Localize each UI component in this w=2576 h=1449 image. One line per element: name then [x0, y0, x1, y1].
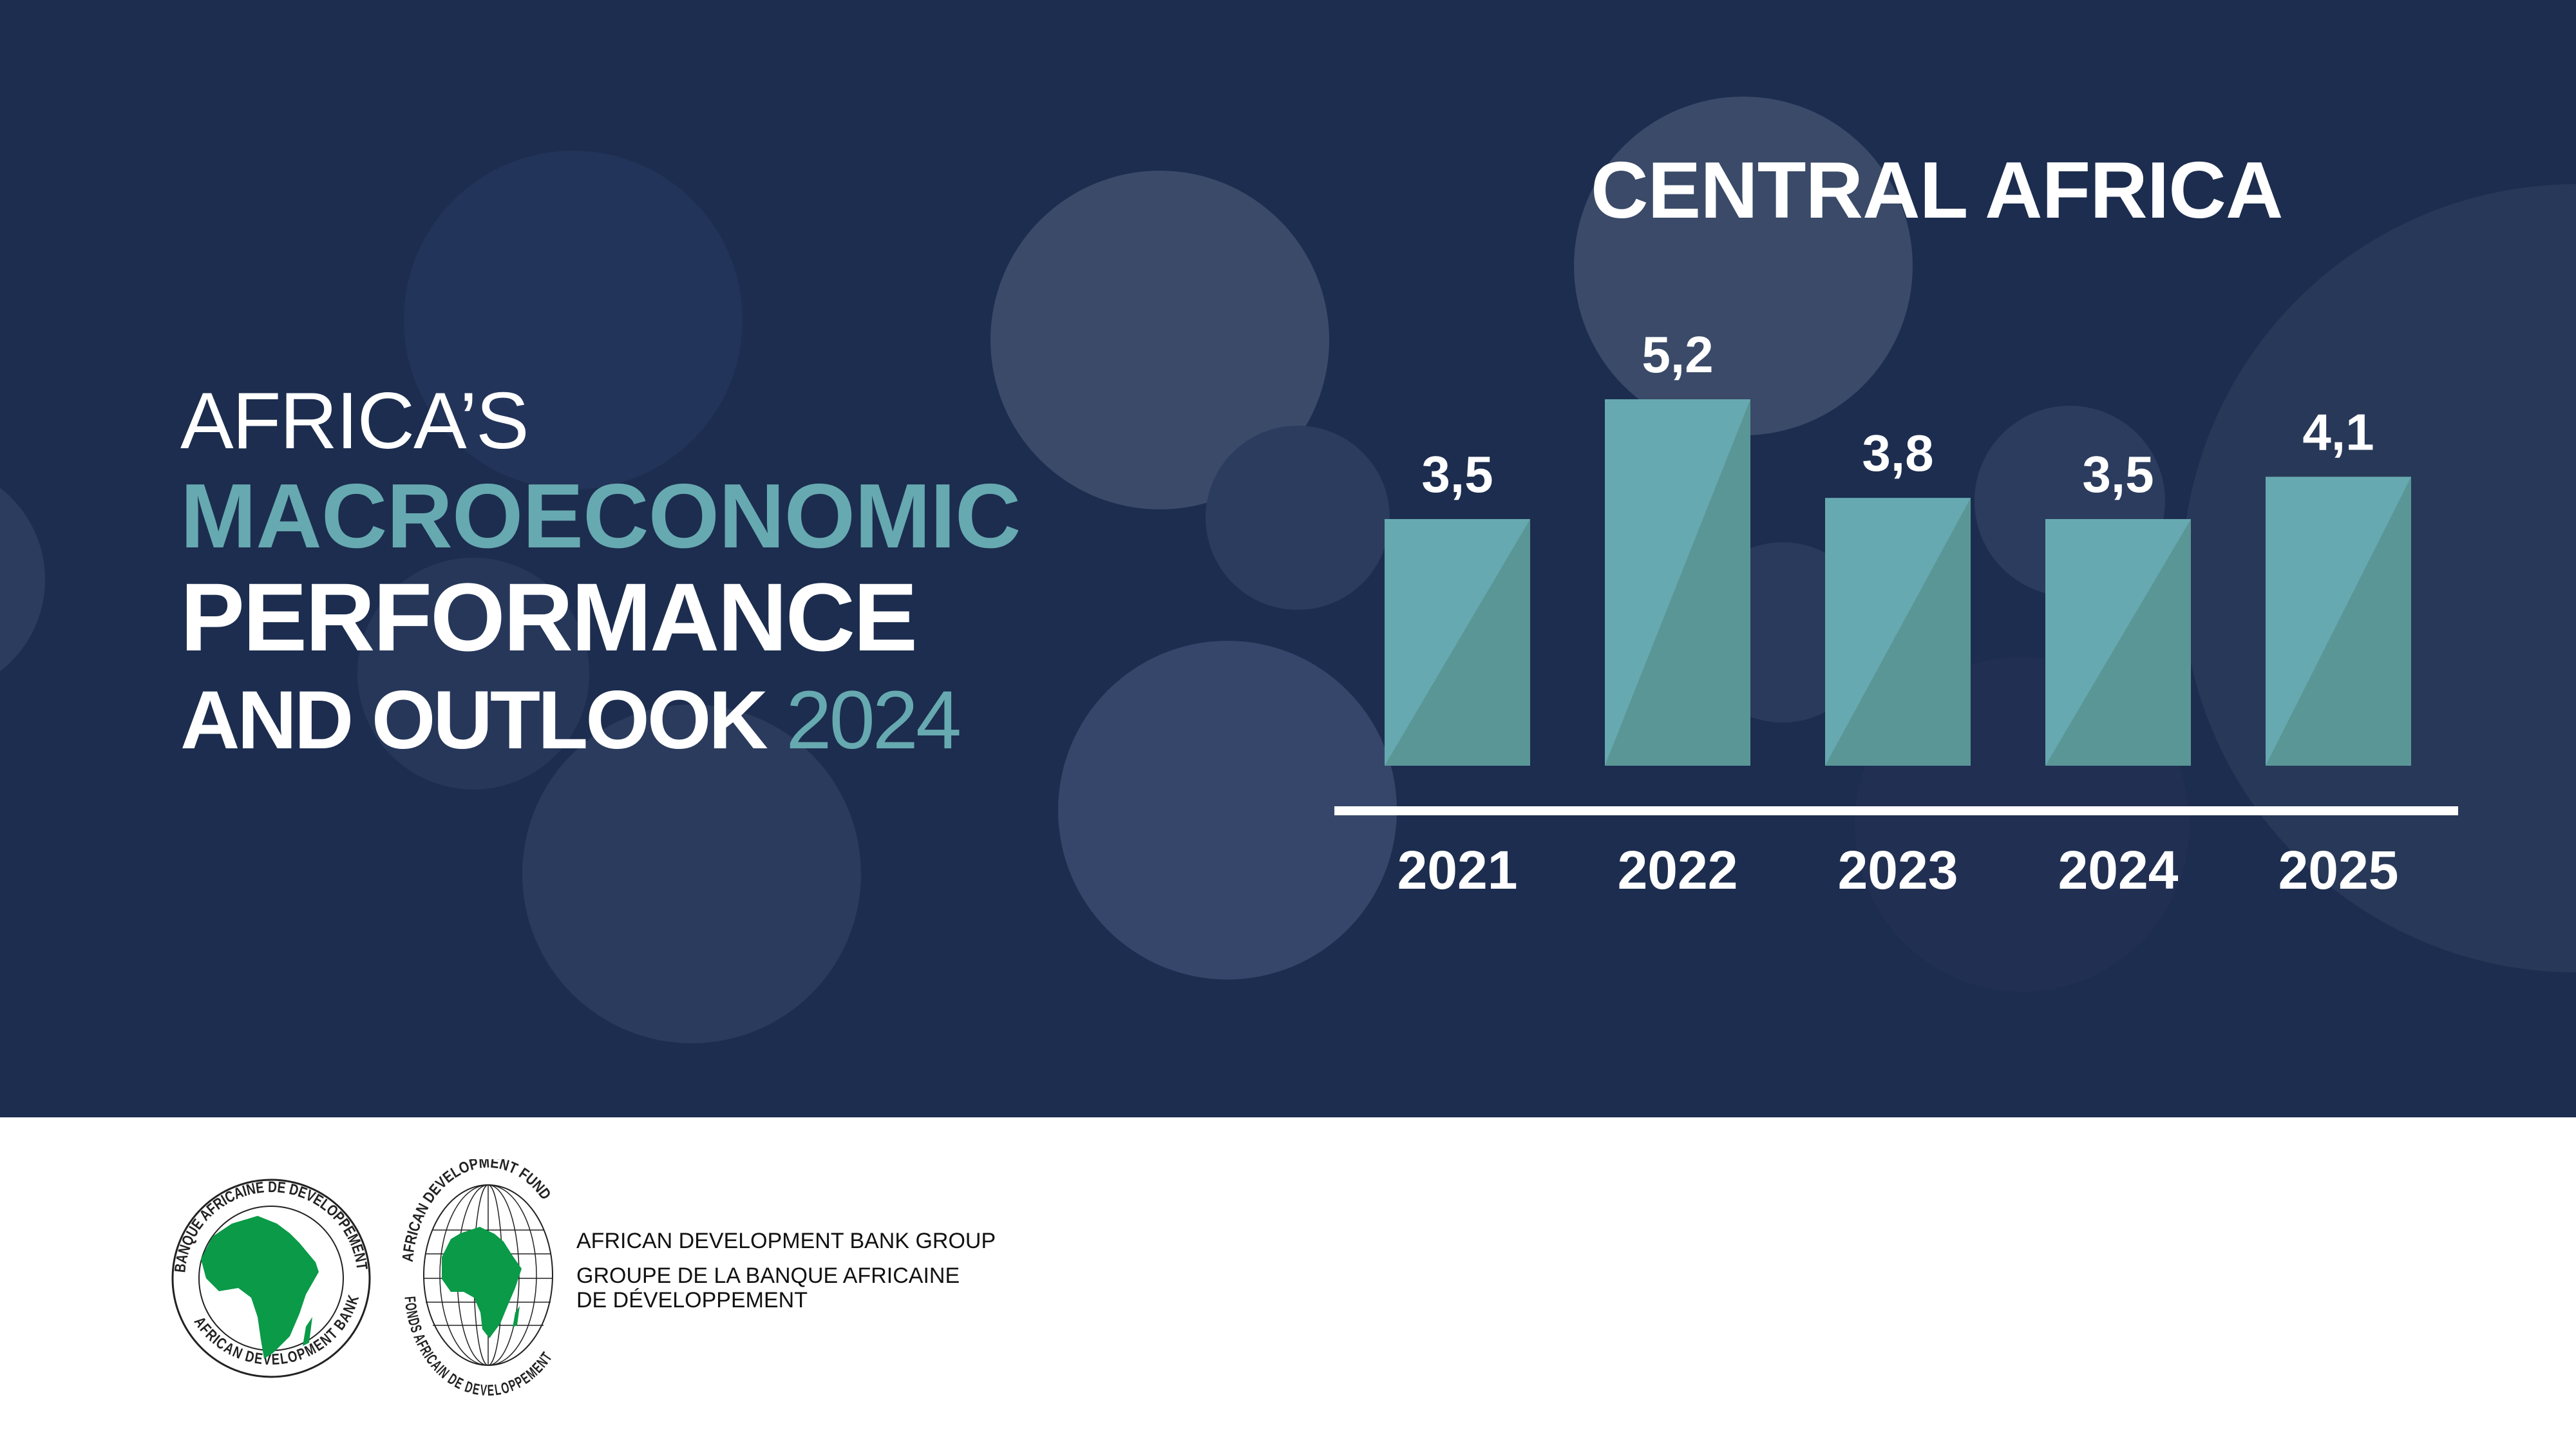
data-label-2022: 5,2 — [1642, 326, 1713, 383]
bar-chart: 3,5 2021 5,2 2022 3,8 2023 3,5 2024 4,1 2025 — [1334, 326, 2458, 900]
bar-highlight-2025 — [2266, 477, 2411, 766]
african-development-bank-logo: BANQUE AFRICAINE DE DEVELOPPEMENT AFRICA… — [171, 1179, 371, 1378]
data-label-2023: 3,8 — [1862, 424, 1933, 482]
bar-highlight-2022 — [1605, 399, 1750, 766]
org-name-fr-2: DE DÉVELOPPEMENT — [576, 1288, 808, 1312]
africa-globe-icon — [442, 1227, 522, 1338]
bar-highlight-2023 — [1825, 498, 1971, 766]
x-tick-label-2021: 2021 — [1397, 840, 1518, 900]
heading-line-3: PERFORMANCE — [180, 563, 918, 671]
logos: BANQUE AFRICAINE DE DEVELOPPEMENT AFRICA… — [171, 1159, 556, 1399]
bar-highlight-2024 — [2045, 519, 2191, 766]
x-tick-label-2024: 2024 — [2058, 840, 2179, 900]
decor-circle — [1206, 426, 1390, 610]
heading-line-1: AFRICA’S — [180, 377, 529, 466]
data-label-2025: 4,1 — [2302, 403, 2374, 460]
heading-line-4: AND OUTLOOK 2024 — [180, 674, 961, 766]
banner-panel: AFRICA’S MACROECONOMIC PERFORMANCE AND O… — [0, 0, 2576, 1117]
x-tick-label-2023: 2023 — [1838, 840, 1958, 900]
x-tick-label-2025: 2025 — [2278, 840, 2399, 900]
africa-map-icon — [201, 1216, 319, 1359]
decor-circle — [404, 151, 743, 489]
decor-circle — [990, 171, 1329, 509]
x-tick-label-2022: 2022 — [1618, 840, 1738, 900]
heading-line-2: MACROECONOMIC — [180, 465, 1021, 567]
decor-circle — [0, 488, 45, 672]
data-label-2021: 3,5 — [1421, 446, 1493, 503]
org-name-en: AFRICAN DEVELOPMENT BANK GROUP — [576, 1229, 996, 1253]
decor-circle — [522, 705, 861, 1043]
heading-outlook: AND OUTLOOK — [180, 674, 768, 766]
x-axis-line — [1334, 806, 2458, 815]
heading-year: 2024 — [786, 674, 961, 766]
chart-title: CENTRAL AFRICA — [1591, 146, 2283, 235]
decor-circle — [1058, 641, 1397, 980]
org-name-fr-1: GROUPE DE LA BANQUE AFRICAINE — [576, 1264, 960, 1288]
decor-circle — [1574, 97, 1913, 435]
data-label-2024: 3,5 — [2082, 446, 2154, 503]
organization-name: AFRICAN DEVELOPMENT BANK GROUP GROUPE DE… — [576, 1229, 996, 1312]
bar-highlight-2021 — [1385, 519, 1530, 766]
decor-circle — [357, 558, 589, 790]
african-development-fund-logo: AFRICAN DEVELOPMENT FUND FONDS AFRICAIN … — [399, 1159, 556, 1399]
